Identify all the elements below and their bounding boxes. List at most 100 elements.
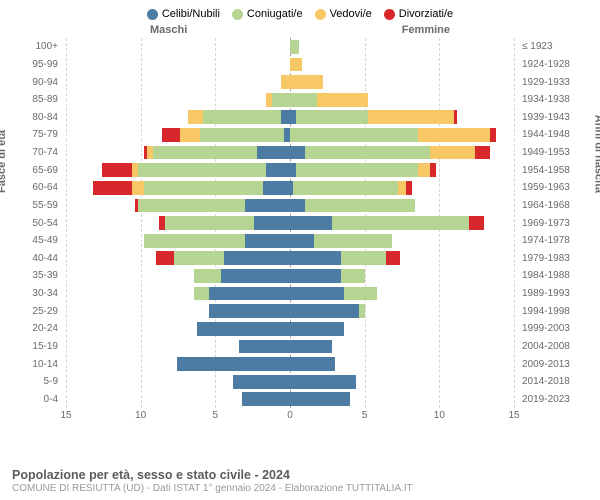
seg-widowed <box>368 110 455 124</box>
seg-married <box>272 93 290 107</box>
seg-single <box>245 234 290 248</box>
seg-single <box>263 181 290 195</box>
seg-widowed <box>290 58 302 72</box>
male-bar <box>66 40 290 54</box>
seg-married <box>314 234 392 248</box>
age-tick: 0-4 <box>20 391 62 409</box>
age-row <box>66 250 514 268</box>
age-row <box>66 391 514 409</box>
age-row <box>66 73 514 91</box>
female-bar <box>290 128 514 142</box>
seg-single <box>266 163 290 177</box>
female-bar <box>290 216 514 230</box>
age-row <box>66 267 514 285</box>
seg-single <box>290 146 305 160</box>
x-tick: 10 <box>434 410 445 421</box>
age-tick: 35-39 <box>20 267 62 285</box>
seg-single <box>290 269 341 283</box>
y-axis-right-title: Anni di nascita <box>592 115 600 193</box>
birth-tick: 1934-1938 <box>518 91 580 109</box>
seg-divorced <box>490 128 496 142</box>
seg-married <box>290 128 418 142</box>
age-tick: 40-44 <box>20 250 62 268</box>
birth-tick: 1954-1958 <box>518 161 580 179</box>
x-tick: 5 <box>362 410 368 421</box>
seg-divorced <box>162 128 180 142</box>
male-bar <box>66 392 290 406</box>
birth-tick: 1939-1943 <box>518 109 580 127</box>
age-tick: 80-84 <box>20 109 62 127</box>
age-tick: 55-59 <box>20 197 62 215</box>
seg-married <box>138 163 266 177</box>
seg-married <box>296 110 368 124</box>
female-bar <box>290 93 514 107</box>
age-row <box>66 302 514 320</box>
age-tick: 75-79 <box>20 126 62 144</box>
legend-swatch <box>315 9 326 20</box>
legend-swatch <box>147 9 158 20</box>
seg-widowed <box>290 75 323 89</box>
header-males: Maschi <box>150 24 187 36</box>
legend-item: Vedovi/e <box>315 8 372 20</box>
male-bar <box>66 199 290 213</box>
male-bar <box>66 322 290 336</box>
age-tick: 30-34 <box>20 285 62 303</box>
female-bar <box>290 269 514 283</box>
seg-divorced <box>475 146 490 160</box>
age-row <box>66 373 514 391</box>
birth-tick: 1974-1978 <box>518 232 580 250</box>
male-bar <box>66 340 290 354</box>
birth-tick: 1959-1963 <box>518 179 580 197</box>
female-bar <box>290 199 514 213</box>
seg-married <box>165 216 255 230</box>
age-row <box>66 197 514 215</box>
seg-single <box>233 375 290 389</box>
seg-married <box>194 287 209 301</box>
x-tick: 15 <box>508 410 519 421</box>
seg-married <box>341 269 365 283</box>
birth-tick: 1979-1983 <box>518 250 580 268</box>
male-bar <box>66 216 290 230</box>
birth-tick: 1944-1948 <box>518 126 580 144</box>
seg-married <box>332 216 469 230</box>
seg-divorced <box>102 163 132 177</box>
age-row <box>66 109 514 127</box>
x-tick: 15 <box>60 410 71 421</box>
legend-item: Divorziati/e <box>384 8 453 20</box>
header-females: Femmine <box>402 24 450 36</box>
female-bar <box>290 58 514 72</box>
seg-single <box>290 375 356 389</box>
seg-widowed <box>418 163 430 177</box>
birth-tick: 2014-2018 <box>518 373 580 391</box>
seg-married <box>194 269 221 283</box>
age-tick: 25-29 <box>20 302 62 320</box>
age-tick: 100+ <box>20 38 62 56</box>
female-bar <box>290 322 514 336</box>
x-axis-ticks: 15105051015 <box>66 410 514 424</box>
male-bar <box>66 146 290 160</box>
female-bar <box>290 234 514 248</box>
seg-divorced <box>156 251 174 265</box>
age-row <box>66 285 514 303</box>
x-tick: 10 <box>135 410 146 421</box>
legend-swatch <box>384 9 395 20</box>
seg-widowed <box>188 110 203 124</box>
female-bar <box>290 163 514 177</box>
male-bar <box>66 375 290 389</box>
seg-widowed <box>180 128 201 142</box>
population-pyramid: Maschi Femmine Fasce di età Anni di nasc… <box>20 24 580 434</box>
chart-subtitle: COMUNE DI RESIUTTA (UD) - Dati ISTAT 1° … <box>12 483 588 494</box>
birth-tick: 1994-1998 <box>518 302 580 320</box>
male-bar <box>66 163 290 177</box>
birth-tick: 1929-1933 <box>518 73 580 91</box>
birth-tick: 1989-1993 <box>518 285 580 303</box>
seg-divorced <box>469 216 484 230</box>
age-row <box>66 232 514 250</box>
seg-married <box>305 199 416 213</box>
age-tick: 95-99 <box>20 56 62 74</box>
birth-tick: ≤ 1923 <box>518 38 580 56</box>
seg-widowed <box>317 93 368 107</box>
seg-married <box>144 234 246 248</box>
birth-tick: 2004-2008 <box>518 338 580 356</box>
seg-single <box>290 251 341 265</box>
